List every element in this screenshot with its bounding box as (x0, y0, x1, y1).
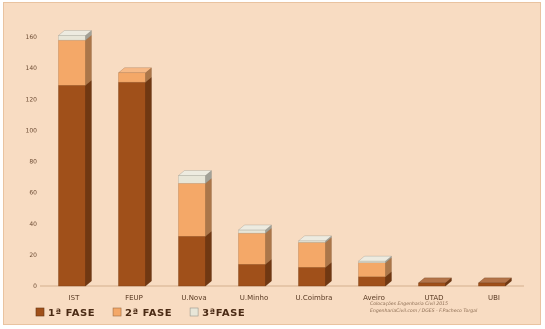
bar-segment (178, 183, 206, 237)
bar-segment (418, 282, 446, 287)
bar-feup (118, 67, 152, 287)
bar-segment (58, 85, 86, 287)
bar-u-minho (238, 224, 272, 287)
bar-top (298, 235, 332, 242)
bar-top (238, 224, 272, 231)
bar-top (478, 277, 512, 284)
bar-ubi (478, 277, 512, 287)
x-tick-label: U.Minho (240, 294, 269, 302)
x-tick-label: U.Coimbra (296, 294, 333, 302)
chart-frame: 0 20 40 60 80 100 120 140 160 IST FEUP U.Nova U.Min… (3, 2, 541, 325)
y-tick-label: 120 (26, 96, 38, 103)
y-tick-label: 140 (26, 65, 38, 72)
bar-utad (418, 277, 452, 287)
bar-segment (238, 229, 266, 234)
x-tick-label: IST (69, 294, 81, 302)
x-tick-label: U.Nova (181, 294, 206, 302)
bar-segment-side (85, 34, 92, 86)
y-tick-label: 40 (29, 221, 37, 228)
bar-segment-side (145, 76, 152, 287)
bar-top (358, 255, 392, 262)
bar-top (58, 30, 92, 36)
legend-label: 2ª FASE (125, 308, 172, 319)
bar-segment-side (265, 227, 272, 265)
legend-label: 3ªFASE (202, 308, 245, 319)
x-tick-label: Aveiro (363, 294, 385, 302)
bar-u-coimbra (298, 235, 332, 287)
bar-segment (58, 39, 86, 86)
bar-segment (178, 175, 206, 184)
bar-segment (178, 235, 206, 287)
bar-segment (358, 262, 386, 277)
x-tick-label: UTAD (424, 294, 443, 302)
y-tick-label: 100 (26, 127, 38, 134)
bar-segment (358, 260, 386, 263)
bar-segment-side (205, 230, 212, 287)
bar-segment (478, 282, 506, 287)
annotation-line-2: EngenhariaCivil.com / DGES - F.Pacheco T… (370, 308, 478, 314)
y-tick-label: 20 (29, 252, 37, 259)
bar-segment (358, 276, 386, 287)
bar-segment (118, 81, 146, 287)
x-tick-label: FEUP (125, 294, 143, 302)
legend-swatch (35, 307, 45, 317)
bar-top (118, 67, 152, 73)
bar-segment-side (205, 177, 212, 237)
y-tick-label: 60 (29, 190, 37, 197)
legend-label: 1ª FASE (48, 308, 95, 319)
bar-segment-side (85, 79, 92, 287)
bar-top (178, 170, 212, 176)
bar-u-nova (178, 170, 212, 287)
annotation-line-1: Colocações Engenharia Civil 2015 (370, 301, 448, 307)
legend-swatch (189, 307, 199, 317)
bar-top (418, 277, 452, 284)
bar-segment (298, 267, 326, 287)
bar-ist (58, 30, 92, 287)
bar-segment (298, 242, 326, 268)
x-tick-label: UBI (488, 294, 500, 302)
legend-swatch (112, 307, 122, 317)
bar-aveiro (358, 255, 392, 287)
stacked-bar-chart: 0 20 40 60 80 100 120 140 160 IST FEUP U.Nova U.Min… (26, 30, 524, 319)
bar-segment (238, 232, 266, 265)
y-tick-label: 160 (26, 34, 38, 41)
bar-segment (118, 72, 146, 83)
bar-segment (58, 35, 86, 41)
bar-segment (298, 240, 326, 243)
y-tick-label: 80 (29, 159, 37, 166)
bar-segment (238, 264, 266, 287)
y-tick-label: 0 (33, 283, 37, 290)
bar-segment-side (325, 237, 332, 268)
